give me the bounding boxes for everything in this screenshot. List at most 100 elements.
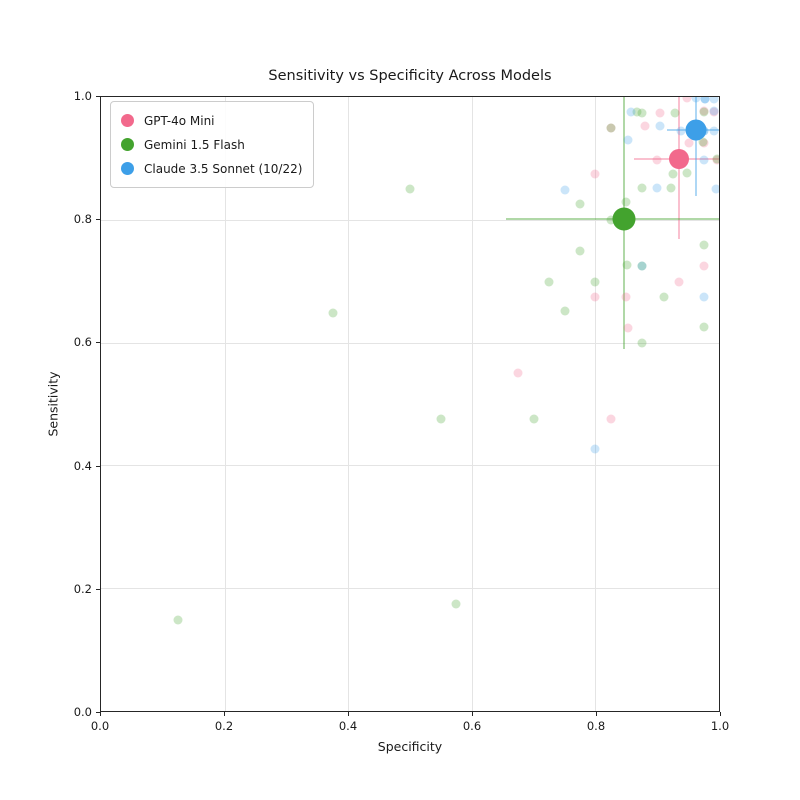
grid-line-x bbox=[595, 97, 597, 711]
data-point-gemini-1-5-flash bbox=[575, 246, 585, 255]
y-tick-label: 0.2 bbox=[73, 581, 92, 596]
data-point-gemini-1-5-flash bbox=[699, 322, 709, 332]
data-point-claude-3-5-sonnet-10-22 bbox=[652, 183, 662, 193]
data-point-gemini-1-5-flash bbox=[621, 197, 631, 207]
legend: GPT-4o Mini Gemini 1.5 Flash Claude 3.5 … bbox=[110, 101, 315, 188]
plot-area: GPT-4o Mini Gemini 1.5 Flash Claude 3.5 … bbox=[100, 96, 720, 712]
data-point-claude-3-5-sonnet-10-22 bbox=[699, 155, 709, 165]
data-point-gpt-4o-mini bbox=[712, 155, 719, 165]
data-point-gpt-4o-mini bbox=[513, 368, 523, 378]
x-tick-mark bbox=[596, 712, 597, 716]
data-point-gemini-1-5-flash bbox=[666, 183, 676, 193]
grid-line-y bbox=[101, 465, 719, 467]
data-point-claude-3-5-sonnet-10-22 bbox=[711, 184, 719, 194]
data-point-gpt-4o-mini bbox=[682, 97, 692, 103]
x-tick-mark bbox=[720, 712, 721, 716]
x-tick-mark bbox=[224, 712, 225, 716]
data-point-gpt-4o-mini bbox=[699, 106, 709, 116]
x-tick-label: 0.8 bbox=[586, 719, 606, 733]
data-point-gemini-1-5-flash bbox=[560, 306, 569, 316]
x-tick-mark bbox=[348, 712, 349, 716]
data-point-gpt-4o-mini bbox=[590, 292, 600, 302]
x-tick-label: 1.0 bbox=[710, 719, 730, 733]
data-point-claude-3-5-sonnet-10-22 bbox=[623, 135, 633, 145]
grid-line-x bbox=[471, 97, 473, 711]
data-point-gemini-1-5-flash bbox=[590, 277, 600, 287]
y-tick-mark bbox=[96, 465, 100, 467]
data-point-claude-3-5-sonnet-10-22 bbox=[655, 121, 665, 131]
data-point-gemini-1-5-flash bbox=[698, 137, 708, 147]
data-point-gpt-4o-mini bbox=[674, 277, 684, 287]
mean-marker-gpt-4o-mini bbox=[668, 149, 689, 169]
grid-line-y bbox=[101, 588, 719, 590]
y-tick-mark bbox=[96, 588, 100, 590]
y-axis-label: Sensitivity bbox=[45, 371, 61, 437]
data-point-gemini-1-5-flash bbox=[637, 338, 647, 348]
data-point-claude-3-5-sonnet-10-22 bbox=[700, 97, 710, 104]
data-point-gemini-1-5-flash bbox=[451, 599, 461, 609]
legend-marker-gpt-4o-mini bbox=[121, 114, 134, 127]
x-axis-label: Specificity bbox=[377, 739, 443, 754]
data-point-gemini-1-5-flash bbox=[682, 168, 692, 178]
data-point-gpt-4o-mini bbox=[640, 121, 650, 131]
data-point-gemini-1-5-flash bbox=[699, 107, 709, 117]
y-tick-label: 0.0 bbox=[73, 705, 92, 719]
legend-label-gemini-1-5-flash: Gemini 1.5 Flash bbox=[144, 137, 245, 152]
data-point-gemini-1-5-flash bbox=[668, 169, 678, 179]
mean-marker-gemini-1-5-flash bbox=[612, 207, 636, 231]
data-point-gemini-1-5-flash bbox=[699, 240, 709, 250]
x-tick-label: 0.4 bbox=[338, 719, 358, 733]
x-tick-mark bbox=[472, 712, 473, 716]
data-point-gemini-1-5-flash bbox=[405, 184, 415, 194]
data-point-gemini-1-5-flash bbox=[670, 108, 679, 118]
data-point-gpt-4o-mini bbox=[652, 155, 662, 165]
data-point-gemini-1-5-flash bbox=[622, 260, 632, 270]
data-point-claude-3-5-sonnet-10-22 bbox=[700, 97, 710, 104]
y-tick-label: 0.8 bbox=[73, 212, 92, 227]
data-point-claude-3-5-sonnet-10-22 bbox=[709, 97, 719, 104]
legend-item: GPT-4o Mini bbox=[121, 111, 302, 130]
data-point-claude-3-5-sonnet-10-22 bbox=[676, 126, 686, 136]
data-point-gemini-1-5-flash bbox=[606, 215, 616, 225]
data-point-gpt-4o-mini bbox=[699, 261, 709, 271]
data-point-gpt-4o-mini bbox=[684, 138, 694, 148]
data-point-claude-3-5-sonnet-10-22 bbox=[637, 261, 647, 271]
data-point-gemini-1-5-flash bbox=[173, 615, 183, 625]
y-tick-label: 0.4 bbox=[73, 458, 92, 473]
y-tick-label: 1.0 bbox=[73, 89, 92, 103]
grid-line-x bbox=[224, 97, 226, 711]
y-tick-mark bbox=[96, 712, 100, 713]
data-point-gemini-1-5-flash bbox=[529, 414, 539, 424]
y-tick-mark bbox=[96, 219, 100, 221]
data-point-gpt-4o-mini bbox=[590, 169, 600, 179]
y-tick-mark bbox=[96, 96, 100, 97]
data-point-claude-3-5-sonnet-10-22 bbox=[626, 107, 636, 117]
data-point-gpt-4o-mini bbox=[621, 292, 631, 302]
y-tick-label: 0.6 bbox=[73, 335, 92, 350]
data-point-claude-3-5-sonnet-10-22 bbox=[699, 292, 709, 302]
mean-marker-claude-3-5-sonnet-10-22 bbox=[685, 119, 707, 141]
error-bar-vertical-claude-3-5-sonnet-10-22 bbox=[694, 97, 697, 196]
grid-line-y bbox=[101, 342, 719, 344]
data-point-gpt-4o-mini bbox=[606, 414, 616, 424]
data-point-claude-3-5-sonnet-10-22 bbox=[691, 97, 701, 103]
grid-line-x bbox=[348, 97, 350, 711]
grid-line-y bbox=[101, 219, 719, 221]
data-point-gemini-1-5-flash bbox=[637, 261, 647, 271]
x-tick-label: 0.0 bbox=[90, 719, 110, 733]
data-point-gemini-1-5-flash bbox=[637, 108, 647, 118]
x-tick-label: 0.2 bbox=[214, 719, 234, 733]
legend-marker-gemini-1-5-flash bbox=[121, 138, 134, 151]
data-point-gemini-1-5-flash bbox=[575, 199, 585, 209]
legend-item: Gemini 1.5 Flash bbox=[121, 135, 302, 154]
data-point-gemini-1-5-flash bbox=[659, 292, 669, 302]
data-point-gemini-1-5-flash bbox=[436, 414, 446, 424]
data-point-gpt-4o-mini bbox=[655, 108, 665, 118]
data-point-gemini-1-5-flash bbox=[606, 123, 616, 133]
data-point-gpt-4o-mini bbox=[699, 138, 709, 148]
data-point-claude-3-5-sonnet-10-22 bbox=[590, 444, 600, 454]
legend-marker-claude-3-5-sonnet bbox=[121, 162, 134, 175]
data-point-gpt-4o-mini bbox=[623, 323, 633, 333]
data-point-gemini-1-5-flash bbox=[544, 277, 554, 287]
